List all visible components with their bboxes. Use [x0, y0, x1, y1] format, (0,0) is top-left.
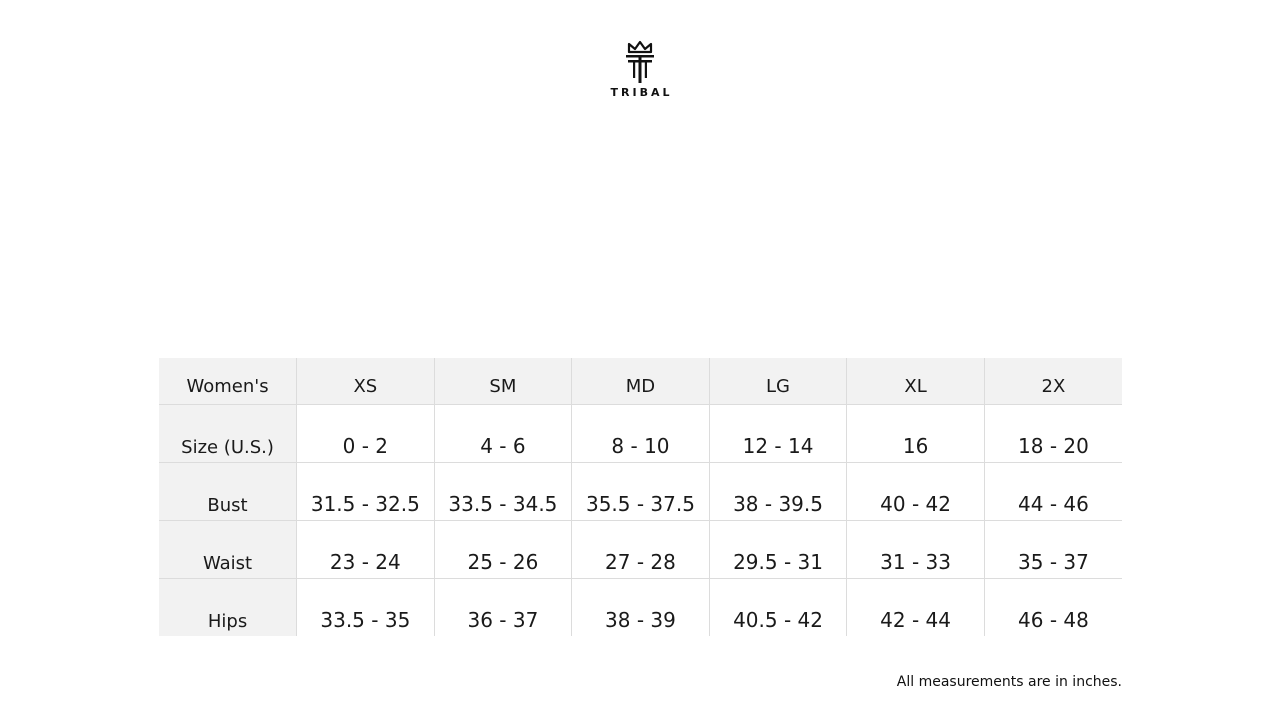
table-cell: 35.5 - 37.5 — [571, 462, 710, 521]
table-cell: 36 - 37 — [433, 578, 573, 636]
table-cell: 38 - 39 — [571, 578, 710, 636]
brand-logo: TRIBAL — [600, 40, 680, 106]
table-cell: 33.5 - 34.5 — [433, 462, 573, 521]
header-cell: LG — [708, 358, 848, 405]
header-cell: 2X — [983, 358, 1122, 405]
table-cell: 4 - 6 — [433, 404, 573, 463]
table-cell: 46 - 48 — [983, 578, 1122, 636]
table-header-row: Women's XS SM MD LG XL 2X — [159, 358, 1122, 405]
header-cell: SM — [433, 358, 573, 405]
table-row: Waist 23 - 24 25 - 26 27 - 28 29.5 - 31 … — [159, 520, 1122, 579]
table-cell: 38 - 39.5 — [708, 462, 848, 521]
table-cell: 25 - 26 — [433, 520, 573, 579]
size-chart-table: Women's XS SM MD LG XL 2X Size (U.S.) 0 … — [159, 358, 1122, 636]
table-row: Hips 33.5 - 35 36 - 37 38 - 39 40.5 - 42… — [159, 578, 1122, 636]
table-cell: 0 - 2 — [296, 404, 435, 463]
row-label: Size (U.S.) — [159, 404, 298, 463]
header-cell: XS — [296, 358, 435, 405]
table-row: Size (U.S.) 0 - 2 4 - 6 8 - 10 12 - 14 1… — [159, 404, 1122, 463]
header-cell: XL — [846, 358, 985, 405]
table-cell: 44 - 46 — [983, 462, 1122, 521]
table-cell: 29.5 - 31 — [708, 520, 848, 579]
crown-t-logo-icon — [626, 40, 654, 83]
row-label: Hips — [159, 578, 298, 636]
measurement-footnote: All measurements are in inches. — [896, 674, 1122, 690]
table-cell: 8 - 10 — [571, 404, 710, 463]
table-row: Bust 31.5 - 32.5 33.5 - 34.5 35.5 - 37.5… — [159, 462, 1122, 521]
table-cell: 35 - 37 — [983, 520, 1122, 579]
table-cell: 40 - 42 — [846, 462, 985, 521]
table-cell: 12 - 14 — [708, 404, 848, 463]
table-cell: 40.5 - 42 — [708, 578, 848, 636]
table-cell: 16 — [846, 404, 985, 463]
row-label: Waist — [159, 520, 298, 579]
row-label: Bust — [159, 462, 298, 521]
header-cell: Women's — [159, 358, 298, 405]
table-cell: 31 - 33 — [846, 520, 985, 579]
header-cell: MD — [571, 358, 710, 405]
table-cell: 23 - 24 — [296, 520, 435, 579]
table-cell: 33.5 - 35 — [296, 578, 435, 636]
table-cell: 18 - 20 — [983, 404, 1122, 463]
table-cell: 27 - 28 — [571, 520, 710, 579]
brand-name: TRIBAL — [610, 86, 673, 99]
table-cell: 42 - 44 — [846, 578, 985, 636]
table-cell: 31.5 - 32.5 — [296, 462, 435, 521]
